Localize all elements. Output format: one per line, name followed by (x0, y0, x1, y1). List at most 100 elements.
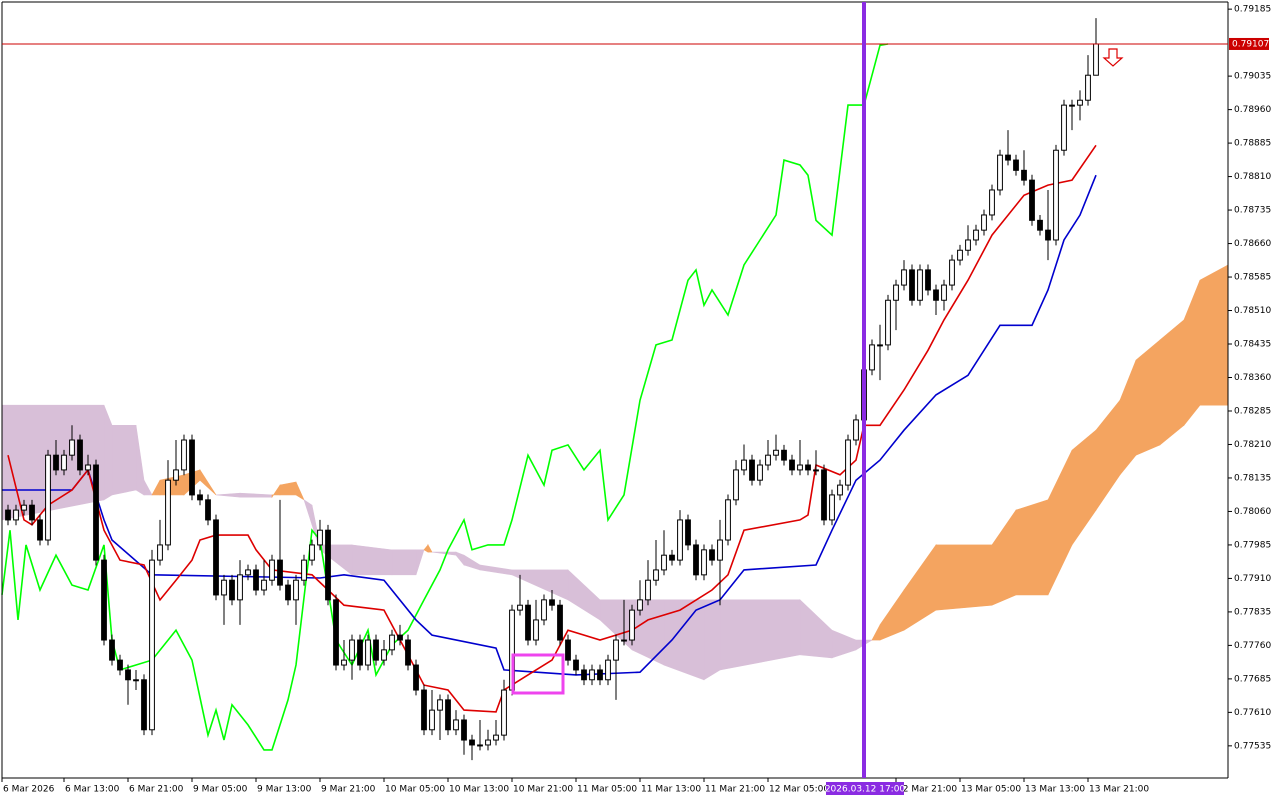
candle-body (485, 739, 491, 746)
candle-body (157, 544, 163, 561)
candle-body (1085, 74, 1091, 101)
y-tick-label: 0.78735 (1234, 206, 1271, 216)
candle-body (789, 459, 795, 471)
candle-body (1069, 104, 1075, 107)
candle-body (645, 579, 651, 601)
candle-body (421, 689, 427, 731)
candle-body (205, 499, 211, 521)
y-tick-label: 0.78960 (1234, 105, 1271, 115)
y-tick-label: 0.77985 (1234, 540, 1271, 550)
candle-body (165, 479, 171, 546)
candle-body (757, 464, 763, 481)
candle-body (813, 469, 819, 472)
y-tick-label: 0.77760 (1234, 641, 1271, 651)
candle-body (605, 659, 611, 681)
x-tick-label: 9 Mar 13:00 (257, 785, 312, 795)
candle-body (829, 494, 835, 521)
x-tick-label: 10 Mar 05:00 (385, 785, 445, 795)
y-tick-label: 0.78210 (1234, 440, 1271, 450)
x-tick-label: 12 Mar 21:00 (897, 785, 957, 795)
y-tick-label: 0.78285 (1234, 406, 1271, 416)
candle-body (1053, 149, 1059, 241)
candle-body (565, 639, 571, 661)
candle-body (253, 569, 259, 591)
candle-body (613, 639, 619, 661)
x-tick-label: 9 Mar 05:00 (193, 785, 248, 795)
candle-body (373, 639, 379, 661)
candle-body (749, 459, 755, 481)
candle-body (285, 584, 291, 601)
candle-body (1005, 154, 1011, 161)
x-tick-label: 6 Mar 13:00 (65, 785, 120, 795)
candle-body (317, 529, 323, 546)
x-tick-label: 13 Mar 13:00 (1025, 785, 1085, 795)
price-label-box (1229, 37, 1269, 50)
cloud-segment (111, 424, 137, 496)
candle-body (845, 439, 851, 486)
y-tick-label: 0.79185 (1234, 5, 1271, 15)
candle-body (389, 634, 395, 651)
cloud-segment (1135, 339, 1161, 456)
cloud-segment (391, 549, 417, 576)
candle-body (685, 519, 691, 546)
x-tick-label: 10 Mar 21:00 (513, 785, 573, 795)
candle-body (661, 554, 667, 571)
candle-body (1037, 219, 1043, 231)
candle-body (653, 569, 659, 581)
candle-body (13, 509, 19, 521)
candle-body (269, 559, 275, 581)
x-tick-label: 12 Mar 05:00 (769, 785, 829, 795)
candle-body (381, 649, 387, 661)
candle-body (53, 454, 59, 471)
candle-body (461, 719, 467, 741)
candle-body (589, 669, 595, 681)
cloud-segment (143, 480, 153, 496)
candle-body (821, 469, 827, 521)
cloud-segment (703, 599, 721, 681)
candle-body (981, 214, 987, 231)
candle-body (973, 229, 979, 241)
candle-body (261, 579, 267, 591)
candle-body (221, 579, 227, 596)
candle-body (901, 269, 907, 286)
candle-body (677, 519, 683, 561)
candle-body (293, 579, 299, 601)
candle-body (21, 504, 27, 511)
candle-body (709, 549, 715, 561)
candle-body (213, 519, 219, 596)
candle-body (781, 449, 787, 461)
candle-body (365, 639, 371, 666)
cloud-segment (935, 544, 993, 611)
candle-body (1061, 104, 1067, 151)
candle-body (397, 634, 403, 641)
candle-body (445, 699, 451, 731)
highlight-box (511, 653, 565, 695)
cloud-segment (295, 481, 305, 501)
candle-body (941, 284, 947, 301)
candle-body (925, 269, 931, 291)
cloud-segment (351, 544, 393, 576)
candle-body (37, 519, 43, 541)
candle-body (1093, 43, 1099, 76)
candle-body (69, 439, 75, 456)
candle-body (805, 464, 811, 471)
candle-body (933, 289, 939, 301)
plot-layer (1, 18, 1229, 761)
candle-body (333, 599, 339, 666)
cloud-segment (199, 468, 217, 496)
candle-body (869, 344, 875, 371)
candle-body (893, 284, 899, 301)
indicator-line (1, 43, 889, 751)
candle-body (229, 579, 235, 601)
candle-body (701, 549, 707, 576)
x-tick-label: 11 Mar 13:00 (641, 785, 701, 795)
candle-body (1077, 99, 1083, 106)
candle-body (45, 454, 51, 541)
candle-body (405, 639, 411, 666)
candle-body (717, 539, 723, 561)
sell-arrow (1102, 48, 1124, 67)
y-tick-label: 0.78585 (1234, 273, 1271, 283)
candle-body (453, 719, 459, 731)
candle-body (437, 699, 443, 711)
